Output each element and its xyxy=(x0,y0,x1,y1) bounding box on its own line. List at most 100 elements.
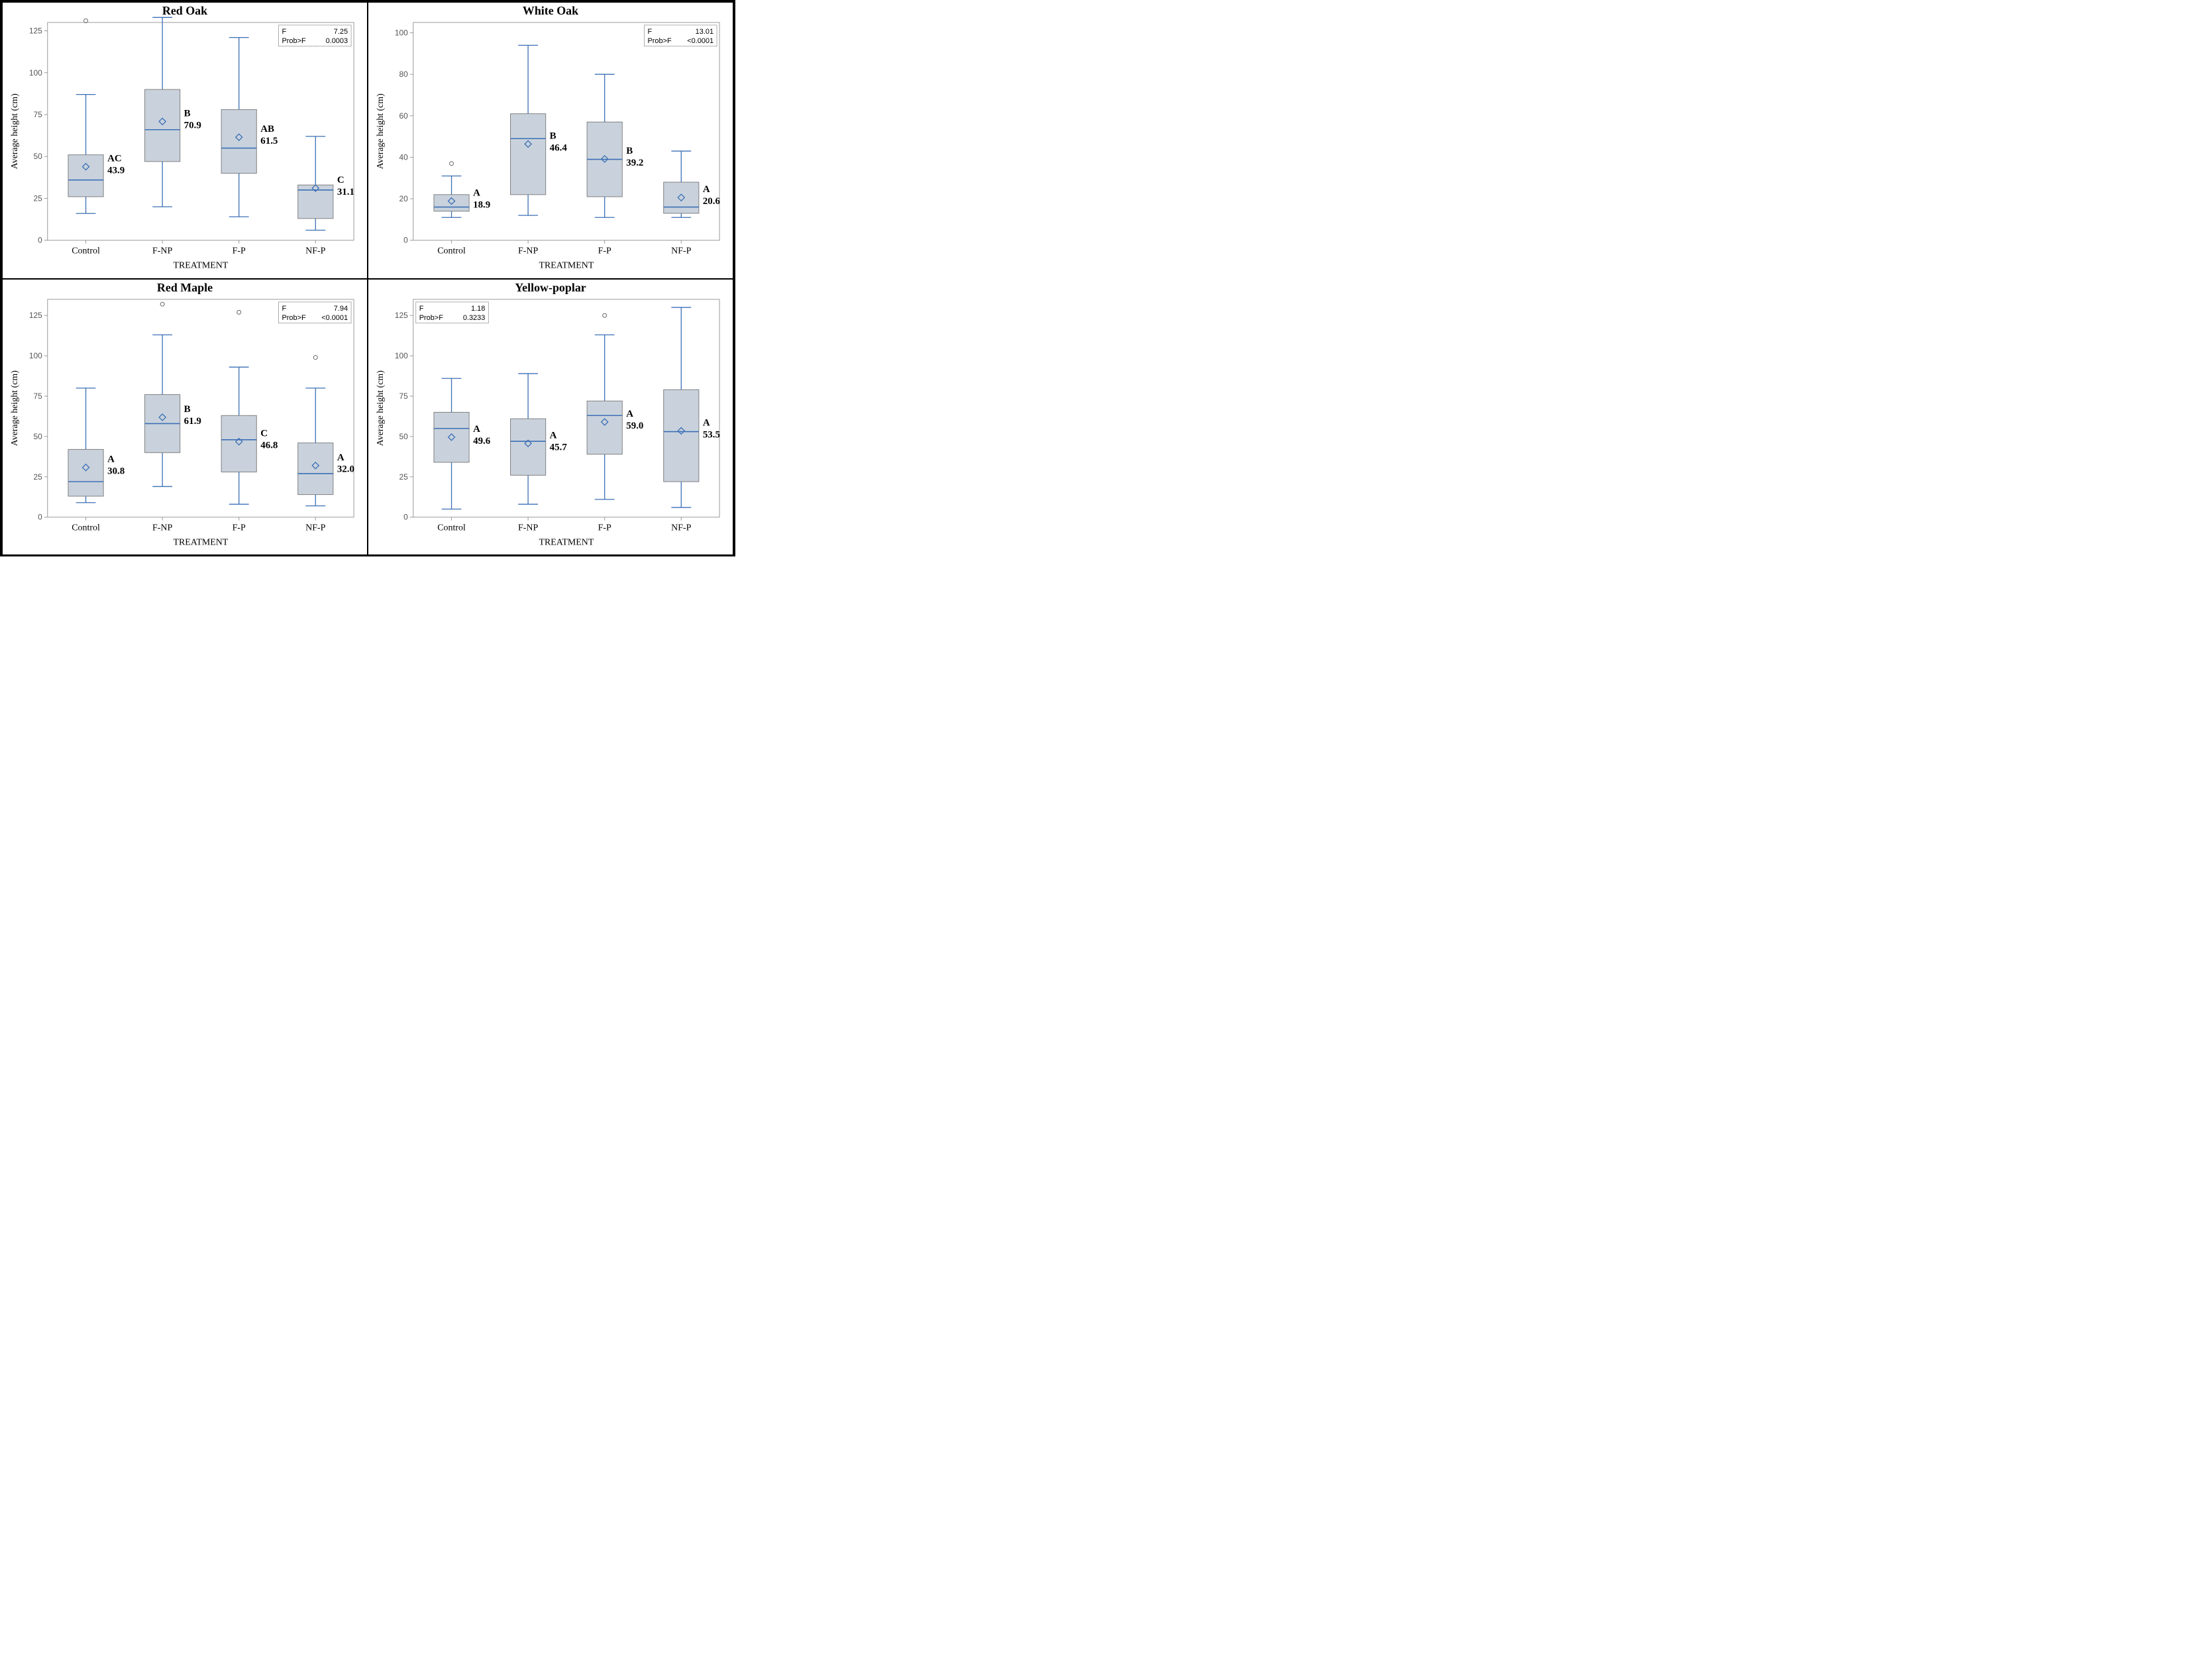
group-mean-value: 46.8 xyxy=(260,441,278,451)
panel-title: Red Oak xyxy=(162,4,207,17)
y-tick-label: 125 xyxy=(29,26,42,36)
y-tick-label: 25 xyxy=(34,472,43,482)
x-category-label: F-NP xyxy=(518,523,538,533)
panel-yellow-poplar: Yellow-poplar0255075100125Average height… xyxy=(368,279,733,556)
y-tick-label: 0 xyxy=(38,513,42,522)
stat-F-value: 1.18 xyxy=(471,305,485,313)
panel-title: Yellow-poplar xyxy=(515,281,586,294)
y-tick-label: 100 xyxy=(29,68,42,78)
panel-svg: Red Oak 0 25 50 75 100 125 Average height (cm) C… xyxy=(3,3,367,278)
stat-F-value: 13.01 xyxy=(696,28,713,36)
group-mean-value: 61.5 xyxy=(260,136,278,146)
y-tick-label: 100 xyxy=(395,28,408,38)
box xyxy=(511,114,546,195)
group-mean-value: 46.4 xyxy=(550,142,568,153)
y-tick-label: 50 xyxy=(34,432,43,441)
group-mean-value: 70.9 xyxy=(184,120,201,131)
x-axis-label: TREATMENT xyxy=(539,538,594,548)
x-category-label: Control xyxy=(72,246,100,256)
x-category-label: F-P xyxy=(233,523,246,533)
stat-F-value: 7.25 xyxy=(334,28,348,36)
y-axis-label: Average height (cm) xyxy=(10,93,20,170)
y-tick-label: 25 xyxy=(399,472,409,482)
panel-svg: Red Maple0255075100125Average height (cm… xyxy=(3,280,367,555)
y-tick-label: 0 xyxy=(403,236,408,245)
stat-F-value: 7.94 xyxy=(334,305,348,313)
y-tick-label: 75 xyxy=(399,392,409,401)
y-axis-label: Average height (cm) xyxy=(376,370,386,446)
panel-svg: White Oak 0 20 40 60 80 100 Average height (cm)… xyxy=(368,3,733,278)
stat-prob-value: 0.0003 xyxy=(326,37,348,45)
box xyxy=(664,390,699,482)
group-letter: B xyxy=(626,146,633,156)
stat-prob-value: <0.0001 xyxy=(321,314,348,322)
x-axis-label: TREATMENT xyxy=(173,261,228,271)
y-tick-label: 60 xyxy=(399,111,409,121)
group-letter: A xyxy=(107,454,115,465)
stat-F-label: F xyxy=(282,305,286,313)
group-letter: A xyxy=(626,409,633,420)
stat-prob-value: 0.3233 xyxy=(463,314,486,322)
y-tick-label: 80 xyxy=(399,70,409,79)
y-tick-label: 20 xyxy=(399,194,409,203)
stat-prob-value: <0.0001 xyxy=(687,37,713,45)
group-letter: A xyxy=(550,431,557,441)
x-category-label: F-P xyxy=(598,246,611,256)
y-axis-label: Average height (cm) xyxy=(376,93,386,170)
group-letter: A xyxy=(337,452,344,463)
x-category-label: F-P xyxy=(598,523,611,533)
group-mean-value: 43.9 xyxy=(107,166,125,176)
box xyxy=(434,413,469,463)
box xyxy=(221,109,256,173)
y-tick-label: 0 xyxy=(38,236,42,245)
group-mean-value: 32.0 xyxy=(337,464,354,475)
x-axis-label: TREATMENT xyxy=(539,261,594,271)
y-tick-label: 50 xyxy=(34,152,43,161)
y-tick-label: 40 xyxy=(399,152,409,162)
panel-red-oak: Red Oak 0 25 50 75 100 125 Average height (cm) C… xyxy=(2,2,368,279)
x-category-label: F-NP xyxy=(152,523,172,533)
group-mean-value: 53.5 xyxy=(703,430,720,441)
group-mean-value: 39.2 xyxy=(626,158,643,168)
panel-svg: Yellow-poplar0255075100125Average height… xyxy=(368,280,733,555)
panel-title: White Oak xyxy=(523,4,578,17)
chart-grid: Red Oak 0 25 50 75 100 125 Average height (cm) C… xyxy=(0,0,735,556)
group-letter: A xyxy=(473,424,480,435)
x-category-label: Control xyxy=(437,246,466,256)
group-mean-value: 20.6 xyxy=(703,196,721,207)
group-mean-value: 59.0 xyxy=(626,421,643,431)
group-letter: AB xyxy=(260,124,274,134)
stat-prob-label: Prob>F xyxy=(282,314,306,322)
y-tick-label: 100 xyxy=(29,352,42,361)
panel-white-oak: White Oak 0 20 40 60 80 100 Average height (cm)… xyxy=(368,2,733,279)
group-letter: B xyxy=(184,108,191,119)
y-tick-label: 75 xyxy=(34,110,43,119)
box xyxy=(68,450,103,497)
group-mean-value: 49.6 xyxy=(473,436,491,446)
x-category-label: F-P xyxy=(233,246,246,256)
stat-prob-label: Prob>F xyxy=(419,314,444,322)
group-letter: B xyxy=(550,131,556,141)
y-tick-label: 100 xyxy=(395,352,408,361)
group-letter: A xyxy=(703,184,710,195)
y-tick-label: 0 xyxy=(403,513,408,522)
group-letter: C xyxy=(260,429,268,439)
y-tick-label: 125 xyxy=(29,311,42,321)
y-tick-label: 50 xyxy=(399,432,409,441)
group-letter: B xyxy=(184,404,191,415)
y-tick-label: 25 xyxy=(34,193,43,203)
x-category-label: F-NP xyxy=(518,246,538,256)
y-tick-label: 75 xyxy=(34,392,43,401)
group-letter: A xyxy=(473,188,480,199)
stat-F-label: F xyxy=(419,305,424,313)
x-category-label: NF-P xyxy=(671,523,691,533)
stat-F-label: F xyxy=(647,28,652,36)
x-axis-label: TREATMENT xyxy=(173,538,228,548)
group-mean-value: 31.1 xyxy=(337,187,354,197)
group-letter: A xyxy=(703,418,710,429)
box xyxy=(145,89,180,162)
group-letter: AC xyxy=(107,154,122,164)
stat-prob-label: Prob>F xyxy=(282,37,306,45)
box xyxy=(587,401,622,454)
stat-F-label: F xyxy=(282,28,286,36)
